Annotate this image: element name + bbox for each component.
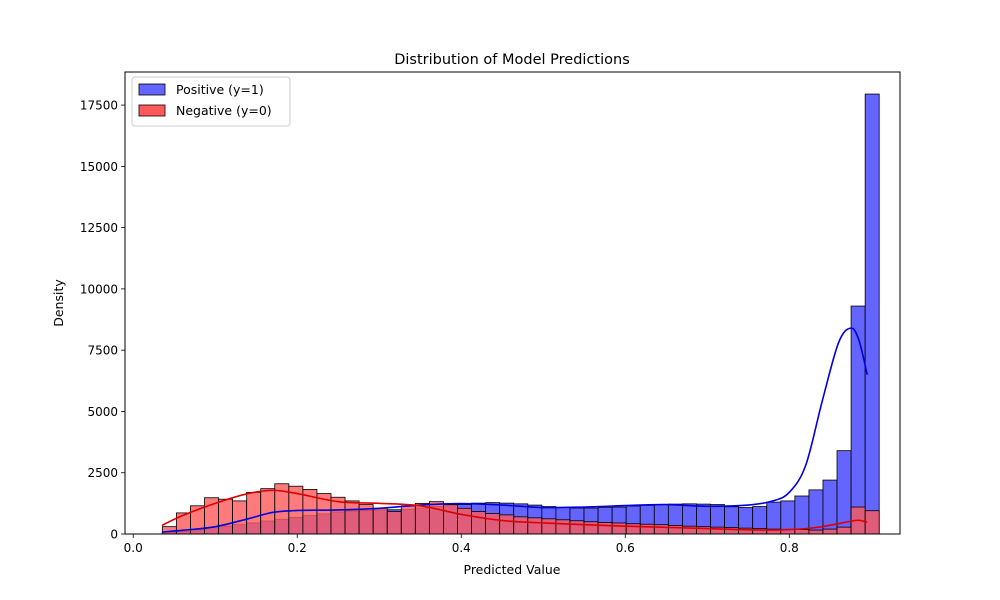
y-tick-label: 2500 — [87, 466, 118, 480]
x-axis-label: Predicted Value — [464, 562, 561, 577]
x-tick-label: 0.2 — [288, 541, 307, 555]
kde-layer — [161, 327, 868, 533]
y-tick-label: 5000 — [87, 405, 118, 419]
legend-swatch — [138, 104, 166, 117]
bar — [822, 528, 838, 535]
bar — [471, 511, 487, 535]
bar — [443, 504, 458, 535]
bar — [808, 529, 824, 535]
kde-line-1 — [161, 489, 868, 531]
bar — [457, 507, 472, 535]
bar — [639, 523, 655, 535]
legend-swatch — [138, 83, 166, 96]
kde-line-0 — [161, 327, 868, 533]
legend-label: Positive (y=1) — [176, 82, 264, 97]
bar — [794, 529, 810, 535]
bar — [485, 513, 501, 535]
bar — [499, 514, 515, 535]
bar — [414, 502, 430, 535]
x-tick-label: 0.4 — [452, 541, 471, 555]
bar — [372, 507, 388, 535]
x-tick-label: 0.8 — [780, 541, 799, 555]
bar-series-0 — [161, 93, 880, 535]
x-tick-label: 0.0 — [124, 541, 143, 555]
bars-layer — [161, 93, 880, 535]
bar — [569, 520, 585, 535]
y-tick-label: 15000 — [80, 160, 118, 174]
bar-series-1 — [161, 483, 880, 535]
legend-label: Negative (y=0) — [176, 103, 272, 118]
bar — [836, 526, 852, 535]
bar — [400, 505, 416, 535]
x-axis-ticks: 0.0 0.2 0.4 0.6 0.8 — [124, 534, 799, 555]
plot-frame — [124, 71, 901, 535]
bar — [625, 523, 641, 535]
y-axis-ticks: 0 2500 5000 7500 10000 12500 15000 17500 — [80, 99, 125, 542]
bar — [260, 488, 276, 535]
y-tick-label: 7500 — [87, 344, 118, 358]
bar — [513, 516, 529, 535]
bar — [246, 491, 262, 535]
bar — [527, 517, 543, 535]
bar — [864, 510, 880, 535]
bar — [583, 521, 599, 535]
bar — [386, 511, 402, 535]
bar — [428, 501, 444, 535]
x-tick-label: 0.6 — [616, 541, 635, 555]
legend-box — [131, 76, 291, 127]
bar — [864, 93, 880, 535]
y-axis-label: Density — [51, 279, 66, 327]
chart-title: Distribution of Model Predictions — [394, 52, 630, 68]
bar — [541, 518, 557, 535]
y-tick-label: 0 — [110, 528, 118, 542]
bar — [232, 500, 248, 535]
legend: Positive (y=1) Negative (y=0) — [131, 76, 291, 127]
bar — [344, 500, 360, 535]
bar — [218, 498, 233, 535]
bar — [611, 522, 627, 535]
y-tick-label: 10000 — [80, 282, 118, 296]
bar — [555, 519, 571, 535]
bar — [597, 522, 613, 535]
bar — [653, 524, 669, 535]
y-tick-label: 17500 — [80, 99, 118, 113]
y-tick-label: 12500 — [80, 221, 118, 235]
